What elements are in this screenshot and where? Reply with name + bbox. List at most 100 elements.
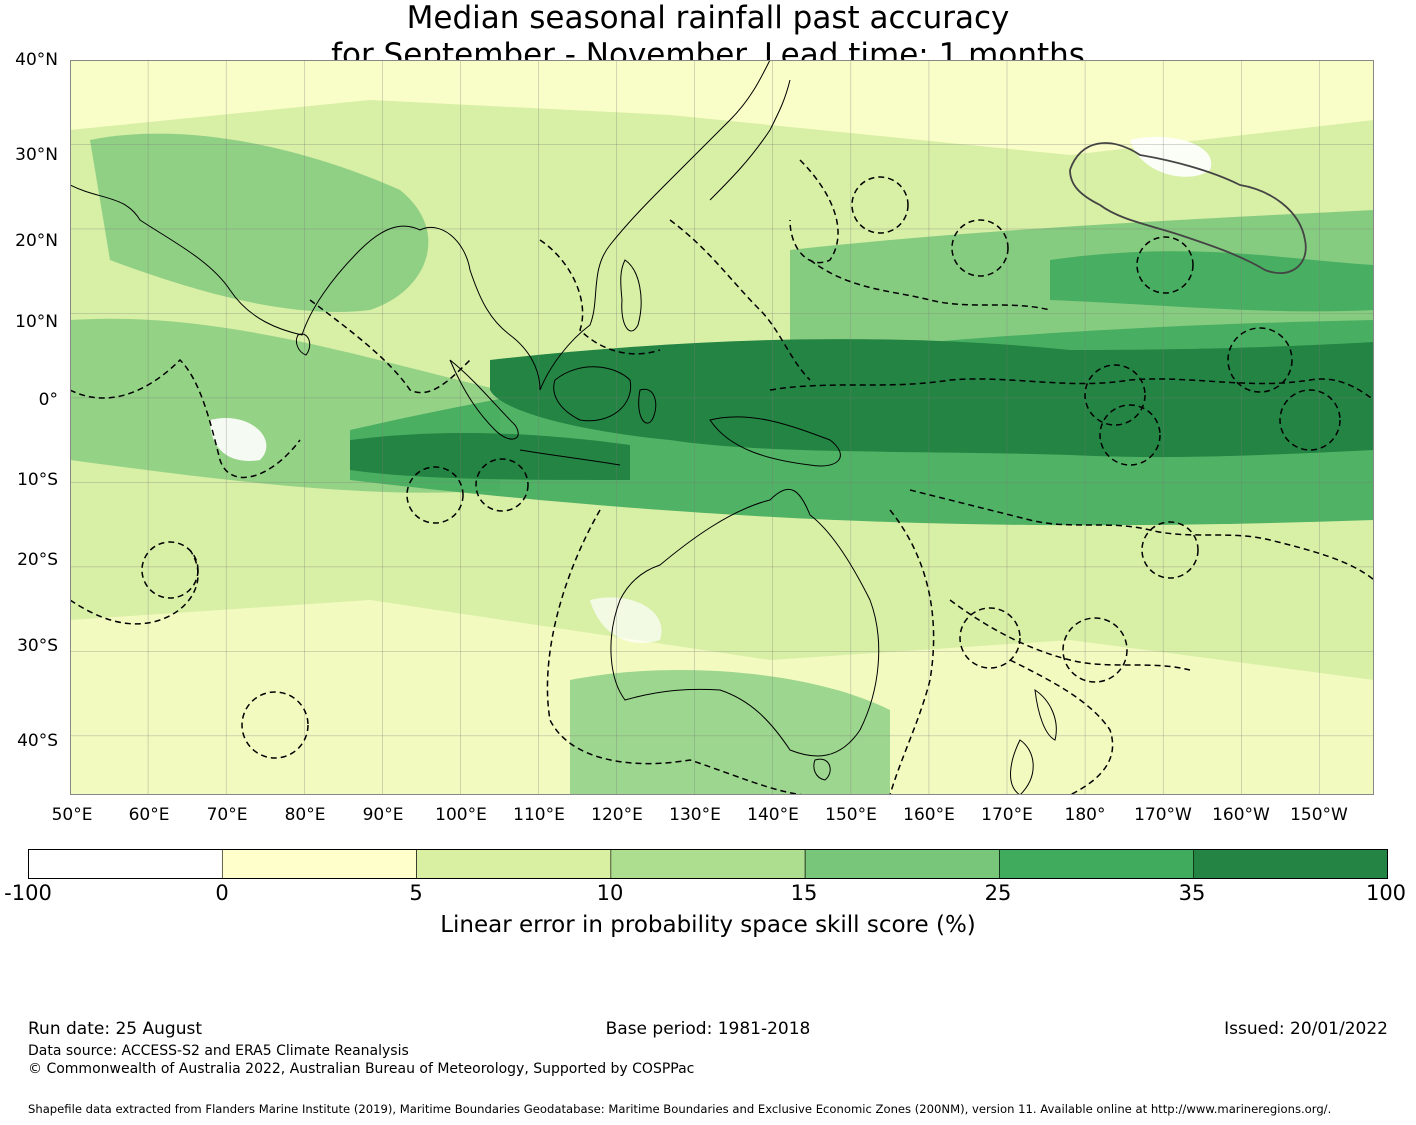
eez-circle-1: [851, 176, 909, 234]
eez-circle-12: [1062, 617, 1128, 683]
coast-japan: [709, 79, 791, 201]
eez-circle-9: [475, 458, 529, 512]
lon-label-170w: 170°W: [1134, 805, 1192, 825]
lon-label-150e: 150°E: [825, 805, 877, 825]
colorbar-tick-35: 35: [1178, 881, 1206, 905]
colorbar-segment-2: [416, 849, 612, 879]
lon-label-150w: 150°W: [1290, 805, 1348, 825]
colorbar: [28, 849, 1388, 879]
eez-circle-2: [951, 219, 1009, 277]
colorbar-segment-1: [221, 849, 417, 879]
coast-se-asia: [419, 60, 771, 391]
colorbar-tick-100: 100: [1365, 881, 1407, 905]
eez-south-west: [70, 549, 199, 625]
patch-high-north-pacific: [1050, 251, 1374, 312]
lat-label-30n: 30°N: [15, 145, 58, 165]
colorbar-tick-minus100: -100: [4, 881, 52, 905]
lat-label-10n: 10°N: [15, 312, 58, 332]
eez-circle-3: [1136, 236, 1194, 294]
eez-bay-of-bengal: [309, 299, 471, 394]
lon-label-160e: 160°E: [903, 805, 955, 825]
eez-tasman: [949, 599, 1191, 671]
eez-australia: [546, 509, 830, 795]
base-period: Base period: 1981-2018: [605, 1019, 811, 1039]
eez-indian-ocean: [70, 358, 301, 479]
eez-circle-4: [1227, 327, 1293, 393]
eez-circle-8: [406, 466, 464, 524]
coast-new-zealand-south: [1010, 739, 1034, 795]
colorbar-segment-5: [999, 849, 1195, 879]
coast-australia: [610, 488, 880, 757]
colorbar-tick-15: 15: [790, 881, 818, 905]
coast-new-zealand-north: [1034, 688, 1057, 741]
lon-label-100e: 100°E: [435, 805, 487, 825]
colorbar-tick-10: 10: [596, 881, 624, 905]
lon-label-180: 180°: [1064, 805, 1106, 825]
colorbar-segment-4: [804, 849, 1000, 879]
maritime-boundaries: [70, 159, 1374, 795]
eez-circle-5: [1084, 364, 1146, 426]
lat-label-0: 0°: [38, 390, 58, 410]
eez-circle-14: [141, 541, 199, 599]
coast-new-guinea: [709, 416, 841, 467]
eez-circle-13: [1141, 521, 1199, 579]
lon-label-80e: 80°E: [284, 805, 326, 825]
eez-australia-east: [889, 509, 935, 795]
lat-label-30s: 30°S: [17, 636, 58, 656]
eez-pacific-north: [809, 259, 1051, 311]
lon-label-120e: 120°E: [591, 805, 643, 825]
map-title-line-1: Median seasonal rainfall past accuracy: [406, 0, 1010, 36]
lon-label-60e: 60°E: [128, 805, 170, 825]
coast-borneo: [553, 366, 632, 422]
colorbar-segment-3: [610, 849, 806, 879]
colorbar-segment-6: [1193, 849, 1388, 879]
coastlines: [70, 60, 1057, 795]
lon-label-50e: 50°E: [51, 805, 93, 825]
data-source: Data source: ACCESS-S2 and ERA5 Climate …: [28, 1043, 409, 1059]
map-border: [70, 60, 1374, 795]
lon-label-160w: 160°W: [1212, 805, 1270, 825]
patch-white-patch-3: [590, 597, 662, 644]
lon-label-70e: 70°E: [206, 805, 248, 825]
shapefile-credit: Shapefile data extracted from Flanders M…: [28, 1102, 1332, 1116]
lon-label-90e: 90°E: [362, 805, 404, 825]
colorbar-label: Linear error in probability space skill …: [440, 912, 976, 938]
run-date: Run date: 25 August: [28, 1019, 202, 1039]
lon-label-140e: 140°E: [747, 805, 799, 825]
coast-sulawesi: [638, 388, 657, 424]
eez-south-pacific: [909, 489, 1374, 581]
coast-malaysia-sumatra: [449, 359, 519, 440]
patch-white-patch-2: [210, 418, 267, 461]
colorbar-tick-25: 25: [984, 881, 1012, 905]
lat-label-40s: 40°S: [17, 731, 58, 751]
hawaii-boundary: [1069, 142, 1307, 275]
coast-sri-lanka: [295, 333, 311, 356]
eez-pacific-equator: [769, 378, 1374, 401]
patch-light-north: [70, 60, 1374, 155]
lat-label-40n: 40°N: [15, 50, 58, 70]
gridlines: [70, 60, 1374, 795]
coast-philippines: [620, 259, 642, 332]
eez-circle-10: [241, 691, 309, 759]
eez-japan-east: [789, 159, 839, 264]
lon-label-170e: 170°E: [981, 805, 1033, 825]
eez-new-zealand: [1009, 659, 1114, 795]
lon-label-130e: 130°E: [669, 805, 721, 825]
skill-score-map: [70, 60, 1374, 795]
eez-circle-11: [959, 607, 1021, 669]
coast-tasmania: [813, 758, 831, 781]
colorbar-tick-5: 5: [409, 881, 423, 905]
eez-circle-6: [1099, 404, 1161, 466]
coast-arabia-india: [70, 184, 421, 336]
lat-label-20s: 20°S: [17, 550, 58, 570]
eez-circle-7: [1279, 389, 1341, 451]
issued-date: Issued: 20/01/2022: [1224, 1019, 1388, 1039]
eez-south-china-sea: [539, 239, 661, 355]
colorbar-segment-0: [28, 849, 223, 879]
eez-pacific-west: [669, 219, 811, 381]
patch-high-indian-ocean: [350, 433, 630, 480]
lat-label-10s: 10°S: [17, 470, 58, 490]
lon-label-110e: 110°E: [513, 805, 565, 825]
colorbar-tick-0: 0: [215, 881, 229, 905]
coast-java: [519, 449, 621, 466]
